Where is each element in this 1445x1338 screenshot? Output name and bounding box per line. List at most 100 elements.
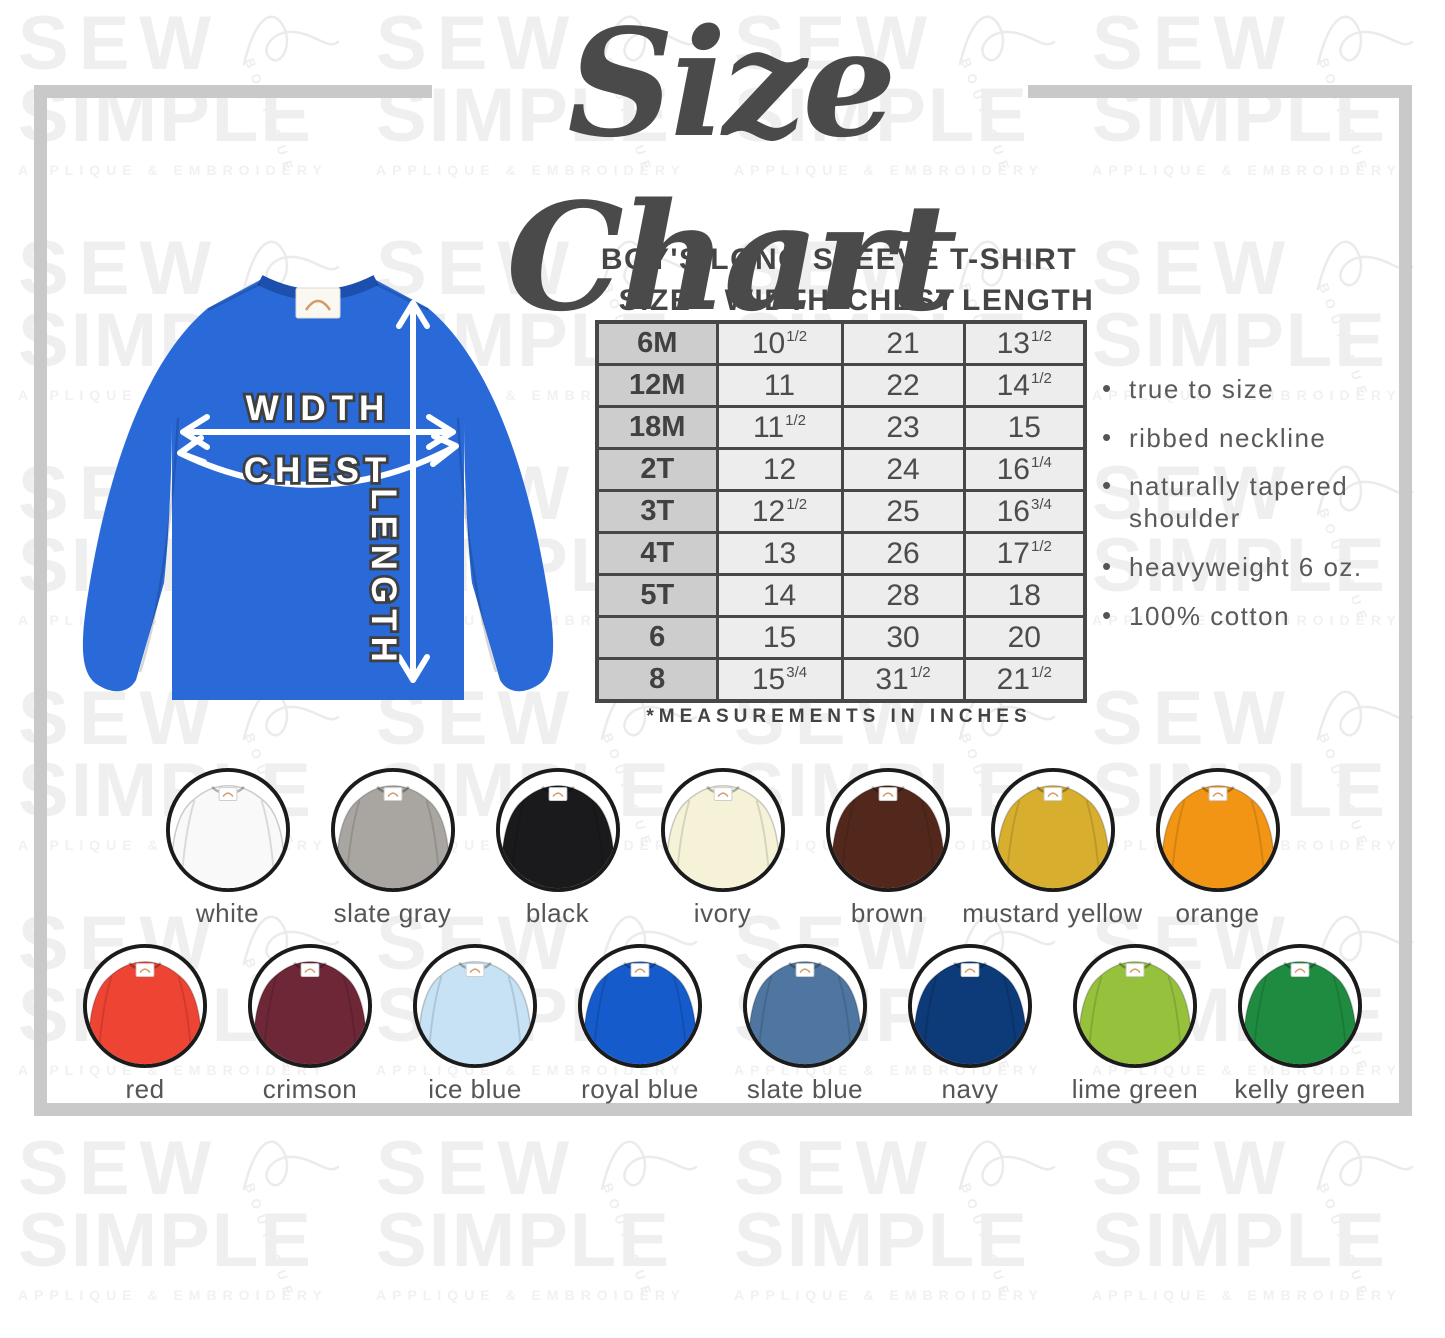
swatch-label: slate gray: [333, 898, 452, 928]
size-table-row: 2T 12 24 161/4: [595, 447, 1087, 492]
fraction: 1/2: [1031, 663, 1052, 681]
feature-item: heavyweight 6 oz.: [1102, 551, 1402, 584]
chest-value-cell: 25: [840, 489, 966, 534]
chest-value-cell: 30: [840, 615, 966, 660]
needle-thread-doodle-icon: [236, 2, 346, 87]
frame-border-bottom: [34, 1103, 1412, 1116]
fraction: 1/2: [1031, 537, 1052, 555]
swatch-black: black: [494, 766, 622, 929]
watermark-text: SIMPLE: [376, 1198, 671, 1284]
length-value-cell: 141/2: [962, 363, 1087, 408]
shirt-swatch-icon: [660, 767, 785, 893]
size-table-row: 4T 13 26 171/2: [595, 531, 1087, 576]
fraction: 3/4: [1031, 495, 1052, 513]
watermark-text: SEW: [734, 1126, 938, 1211]
column-header-width: WIDTH: [724, 284, 831, 317]
watermark-text: SIMPLE: [734, 1198, 1029, 1284]
length-value-cell: 171/2: [962, 531, 1087, 576]
swatch-label: royal blue: [581, 1074, 699, 1104]
length-arrow: [396, 300, 430, 683]
watermark-text: SEW: [1092, 676, 1296, 761]
watermark-text: SEW: [1092, 1126, 1296, 1211]
size-table-row: 6 15 30 20: [595, 615, 1087, 660]
watermark-text: APPLIQUE & EMBROIDERY: [376, 1287, 686, 1304]
needle-thread-doodle-icon: [1310, 1127, 1420, 1212]
chest-value-cell: 24: [840, 447, 966, 492]
page-title: Size Chart: [506, 0, 958, 344]
swatch-label: mustard yellow: [962, 898, 1143, 928]
size-label-cell: 12M: [595, 363, 719, 408]
size-label-cell: 6M: [595, 320, 719, 366]
shirt-swatch-icon: [990, 767, 1115, 893]
watermark-text: APPLIQUE & EMBROIDERY: [734, 1287, 1044, 1304]
fraction: 1/2: [1031, 327, 1052, 345]
watermark-text: SEW: [1092, 1, 1296, 86]
swatch-label: lime green: [1071, 1074, 1199, 1104]
chest-value-cell: 26: [840, 531, 966, 576]
swatch-orange: orange: [1154, 766, 1282, 929]
shirt-swatch-icon: [742, 943, 868, 1069]
swatch-mustard-yellow: mustard yellow: [962, 766, 1142, 929]
fraction: 1/4: [1031, 453, 1052, 471]
swatch-red: red: [81, 942, 209, 1105]
watermark-text: SIMPLE: [1092, 298, 1387, 384]
width-value-cell: 101/2: [715, 320, 844, 366]
needle-thread-doodle-icon: [952, 1127, 1062, 1212]
width-value-cell: 14: [715, 573, 844, 618]
watermark-text: APPLIQUE & EMBROIDERY: [1092, 1287, 1402, 1304]
feature-item: true to size: [1102, 373, 1402, 406]
table-footnote: *MEASUREMENTS IN INCHES: [646, 706, 1032, 727]
column-header-chest: CHEST: [846, 284, 956, 317]
size-table-row: 5T 14 28 18: [595, 573, 1087, 618]
frame-border-top-left: [34, 85, 432, 98]
width-value-cell: 153/4: [715, 657, 844, 703]
watermark-text: SEW: [1092, 226, 1296, 311]
swatch-label: red: [125, 1074, 165, 1104]
length-label: LENGTH: [364, 488, 403, 668]
needle-thread-doodle-icon: [1310, 2, 1420, 87]
swatch-label: navy: [941, 1074, 999, 1104]
shirt-swatch-icon: [1237, 943, 1363, 1069]
chest-value-cell: 23: [840, 405, 966, 450]
length-value-cell: 15: [962, 405, 1087, 450]
frame-border-top-right: [1028, 85, 1412, 98]
size-label-cell: 6: [595, 615, 719, 660]
size-chart-infographic: SEW BOUTIQUE SIMPLE APPLIQUE & EMBROIDERY S…: [0, 0, 1445, 1156]
fraction: 1/2: [786, 327, 808, 345]
swatch-label: ivory: [693, 898, 752, 928]
watermark-text: APPLIQUE & EMBROIDERY: [18, 1287, 328, 1304]
features-list: true to size ribbed neckline naturally tap…: [1102, 373, 1402, 649]
size-label-cell: 8: [595, 657, 719, 703]
size-table-row: 3T 121/2 25 163/4: [595, 489, 1087, 534]
feature-item: naturally tapered shoulder: [1102, 470, 1402, 534]
shirt-swatch-icon: [907, 943, 1033, 1069]
swatch-brown: brown: [824, 766, 952, 929]
size-label-cell: 2T: [595, 447, 719, 492]
shirt-swatch-icon: [165, 767, 290, 893]
width-value-cell: 121/2: [715, 489, 844, 534]
swatch-label: black: [525, 898, 590, 928]
swatch-ice-blue: ice blue: [411, 942, 539, 1105]
size-label-cell: 3T: [595, 489, 719, 534]
swatch-royal-blue: royal blue: [576, 942, 704, 1105]
watermark-text: APPLIQUE & EMBROIDERY: [18, 162, 328, 179]
feature-item: ribbed neckline: [1102, 422, 1402, 455]
swatch-lime-green: lime green: [1071, 942, 1199, 1105]
width-value-cell: 12: [715, 447, 844, 492]
chest-label: CHEST: [244, 451, 393, 490]
frame-border-left: [34, 85, 47, 1116]
length-value-cell: 18: [962, 573, 1087, 618]
needle-thread-doodle-icon: [236, 1127, 346, 1212]
chest-value-cell: 21: [840, 320, 966, 366]
neck-tag-logo: [304, 299, 332, 311]
shirt-seams: [138, 282, 498, 673]
chest-value-cell: 22: [840, 363, 966, 408]
feature-item: 100% cotton: [1102, 600, 1402, 633]
length-value-cell: 211/2: [962, 657, 1087, 703]
swatch-label: ice blue: [428, 1074, 522, 1104]
watermark-text: BOUTIQUE: [241, 56, 299, 179]
size-table-row: 8 153/4 311/2 211/2: [595, 657, 1087, 703]
